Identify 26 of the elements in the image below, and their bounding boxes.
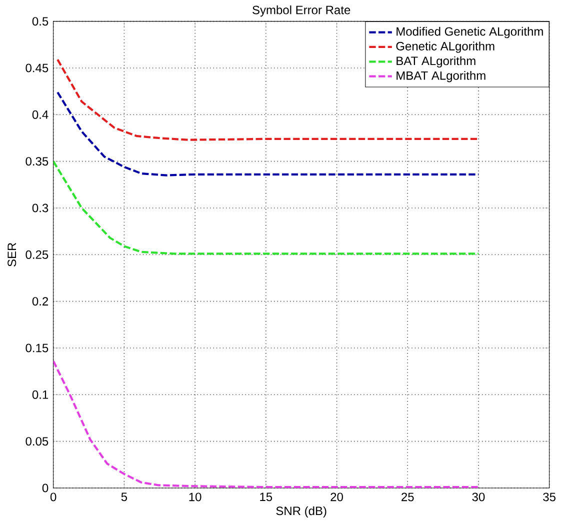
x-tick-label: 25 [402,492,414,502]
y-tick-label: 0.4 [32,110,48,119]
x-tick-label: 35 [543,492,556,502]
y-axis-title: SER [8,242,16,266]
legend-label: MBAT ALgorithm [396,71,486,82]
y-tick-label: 0.35 [26,157,48,166]
x-tick-label: 0 [50,492,56,502]
x-tick-label: 15 [260,492,272,502]
y-tick-label: 0.05 [26,437,48,446]
y-tick-label: 0.2 [32,297,48,306]
x-tick-label: 10 [189,492,202,502]
legend-label: Genetic ALgorithm [396,42,494,53]
legend-label: Modified Genetic ALgorithm [396,26,543,38]
y-tick-label: 0.5 [32,17,48,26]
legend-label: BAT ALgorithm [396,56,476,68]
y-tick-label: 0.3 [32,204,48,212]
x-tick-label: 5 [121,492,128,502]
y-tick-label: 0.45 [26,64,48,72]
x-axis-title: SNR (dB) [276,506,326,518]
y-tick-label: 0.15 [26,344,48,352]
x-tick-label: 30 [472,492,485,502]
y-tick-label: 0 [42,484,48,492]
y-tick-label: 0.1 [32,390,48,399]
y-tick-label: 0.25 [26,250,48,259]
chart-title: Symbol Error Rate [252,5,350,17]
x-tick-label: 20 [330,492,343,502]
